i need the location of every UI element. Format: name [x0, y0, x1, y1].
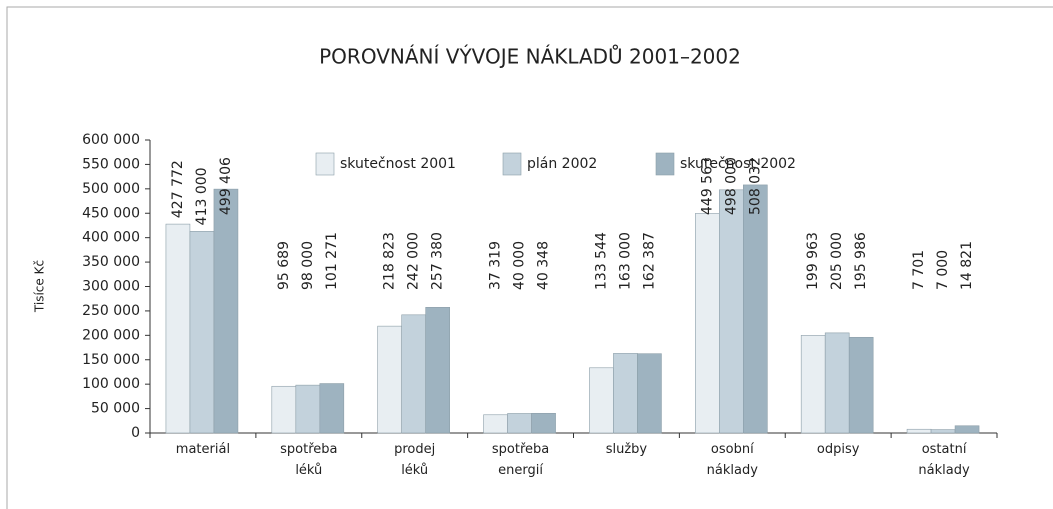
value-label: 508 032: [747, 157, 763, 215]
x-tick-label-line: ostatní: [922, 442, 967, 457]
value-label: 7 701: [911, 250, 927, 290]
y-tick-label: 600 000: [82, 132, 140, 148]
x-tick-label: služby: [606, 442, 648, 457]
bar: [930, 429, 956, 434]
bar: [637, 353, 662, 434]
bar: [165, 223, 191, 434]
value-label: 133 544: [593, 232, 609, 290]
x-tick-label-line: energií: [498, 463, 543, 478]
bar: [401, 314, 426, 434]
legend-swatch: [655, 152, 675, 176]
bar: [906, 428, 932, 434]
bar: [189, 231, 215, 434]
x-tick-label-line: spotřeba: [280, 442, 337, 457]
value-label: 14 821: [959, 241, 975, 290]
value-label: 427 772: [170, 160, 186, 218]
value-label: 163 000: [617, 232, 633, 290]
bar: [824, 332, 850, 434]
y-tick-label: 50 000: [91, 401, 140, 417]
value-label: 40 348: [536, 241, 552, 290]
x-tick-label-line: služby: [606, 442, 648, 457]
bar: [507, 413, 532, 434]
y-tick-label: 100 000: [82, 376, 140, 392]
bar: [295, 384, 321, 434]
legend-swatch: [502, 152, 522, 176]
x-tick-label-line: náklady: [707, 463, 759, 478]
y-tick-label: 150 000: [82, 352, 140, 368]
legend-swatch: [315, 152, 335, 176]
y-tick-label: 200 000: [82, 327, 140, 343]
value-label: 413 000: [194, 167, 210, 225]
bar: [848, 336, 874, 434]
bar: [695, 213, 720, 434]
value-label: 37 319: [488, 241, 504, 290]
value-label: 449 563: [699, 157, 715, 215]
x-tick-label-line: náklady: [918, 463, 970, 478]
frame: [6, 6, 1053, 509]
y-tick-label: 250 000: [82, 303, 140, 319]
x-tick-label-line: materiál: [176, 442, 230, 457]
x-tick-label: prodej léků: [394, 442, 435, 478]
bar: [589, 367, 614, 434]
value-label: 95 689: [276, 241, 292, 290]
value-label: 199 963: [805, 232, 821, 290]
x-tick-label: osobní náklady: [707, 442, 759, 478]
value-label: 218 823: [382, 232, 398, 290]
bar: [319, 383, 345, 434]
bar: [425, 307, 450, 434]
x-tick-label: spotřeba léků: [280, 442, 337, 478]
y-axis-label: Tisíce Kč: [33, 260, 47, 313]
x-tick-label: materiál: [176, 442, 230, 457]
bar: [483, 414, 508, 434]
value-label: 162 387: [641, 232, 657, 290]
y-tick-label: 450 000: [82, 205, 140, 221]
value-label: 195 986: [853, 232, 869, 290]
x-tick-label-line: prodej: [394, 442, 435, 457]
x-tick-label-line: spotřeba: [492, 442, 549, 457]
legend-label: skutečnost 2002: [680, 156, 796, 172]
bar: [377, 325, 402, 434]
y-tick-label: 400 000: [82, 230, 140, 246]
x-tick-label: spotřeba energií: [492, 442, 549, 478]
bar: [800, 335, 826, 434]
bar: [531, 412, 556, 434]
x-tick-label: ostatní náklady: [918, 442, 970, 478]
value-label: 242 000: [406, 232, 422, 290]
bar: [271, 385, 297, 434]
bar: [613, 353, 638, 434]
value-label: 101 271: [324, 232, 340, 290]
y-tick-label: 550 000: [82, 156, 140, 172]
bar: [719, 189, 744, 434]
value-label: 98 000: [300, 241, 316, 290]
legend-label: plán 2002: [527, 156, 597, 172]
y-tick-label: 500 000: [82, 181, 140, 197]
value-label: 205 000: [829, 232, 845, 290]
value-label: 499 406: [218, 157, 234, 215]
bar: [213, 188, 239, 434]
value-label: 40 000: [512, 241, 528, 290]
y-tick-label: 350 000: [82, 254, 140, 270]
x-tick-label-line: odpisy: [817, 442, 860, 457]
bar: [954, 425, 980, 434]
x-tick-label: odpisy: [817, 442, 860, 457]
value-label: 7 000: [935, 250, 951, 290]
x-tick-label-line: osobní: [711, 442, 754, 457]
y-tick-label: 0: [131, 425, 140, 441]
bar: [743, 184, 768, 434]
y-tick-label: 300 000: [82, 279, 140, 295]
value-label: 257 380: [430, 232, 446, 290]
x-tick-label-line: léků: [295, 463, 322, 478]
chart-title: POROVNÁNÍ VÝVOJE NÁKLADŮ 2001–2002: [319, 45, 741, 69]
value-label: 498 000: [723, 157, 739, 215]
legend-label: skutečnost 2001: [340, 156, 456, 172]
x-tick-label-line: léků: [401, 463, 428, 478]
